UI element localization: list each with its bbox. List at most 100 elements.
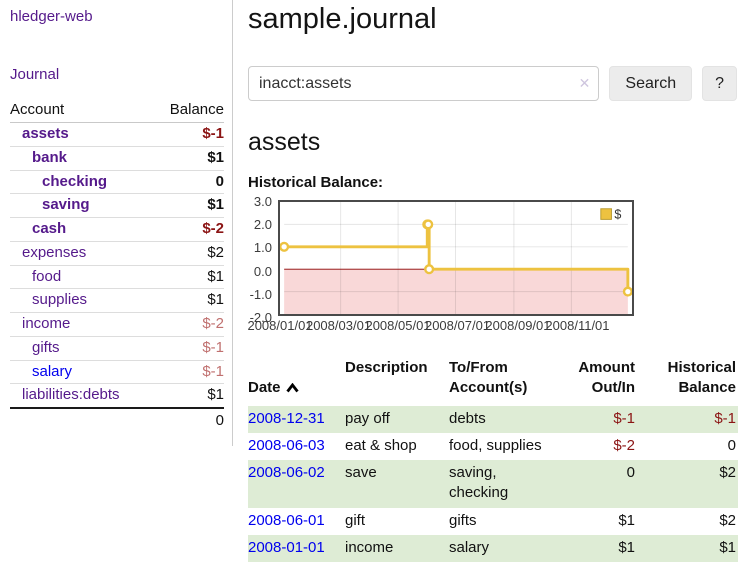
account-balance: $-1 [153, 360, 224, 385]
data-point-marker [280, 241, 290, 252]
account-balance: $-1 [153, 122, 224, 147]
transaction-date-link[interactable]: 2008-01-01 [248, 538, 325, 556]
x-tick-label: 2008/03/01 [305, 318, 372, 333]
account-link[interactable]: gifts [32, 338, 60, 356]
accounts-total-row: 0 [10, 407, 224, 432]
account-balance: $2 [153, 241, 224, 266]
account-link[interactable]: saving [42, 196, 90, 214]
account-link[interactable]: expenses [22, 243, 87, 261]
y-tick-label: -2.0 [249, 310, 272, 325]
brand-link[interactable]: hledger-web [10, 8, 93, 25]
legend-swatch [600, 208, 612, 220]
transaction-row: 2008-06-03 eat & shop food, supplies $-2 0 [248, 433, 738, 460]
transaction-accounts: food, supplies [449, 436, 542, 454]
account-balance: 0 [153, 170, 224, 195]
sidebar-item-journal[interactable]: Journal [10, 66, 60, 83]
accounts-header-balance: Balance [153, 99, 224, 123]
account-balance: $-2 [153, 312, 224, 337]
clear-search-icon[interactable]: ✕ [578, 75, 591, 91]
chart-area: 3.0 2.0 1.0 0.0 -1.0 -2.0 $ [248, 195, 737, 324]
transaction-amount: 0 [626, 464, 635, 481]
x-tick-label: 2008/07/01 [424, 318, 491, 333]
account-link[interactable]: bank [32, 148, 68, 166]
y-tick-label: 3.0 [253, 194, 272, 209]
y-tick-label: 0.0 [253, 263, 272, 279]
account-row: salary $-1 [10, 360, 224, 385]
y-tick-label: -1.0 [249, 286, 272, 302]
data-point-marker [622, 286, 632, 297]
sort-ascending-icon [285, 382, 299, 393]
transaction-date-link[interactable]: 2008-06-01 [248, 511, 325, 529]
account-balance: $1 [153, 383, 224, 409]
data-point-marker [424, 264, 435, 275]
account-link[interactable]: liabilities:debts [22, 386, 120, 404]
transaction-description: income [345, 538, 394, 556]
transaction-row: 2008-01-01 income salary $1 $1 [248, 534, 738, 562]
transaction-date: 2008-12-31 [248, 406, 345, 433]
transaction-row: 2008-12-31 pay off debts $-1 $-1 [248, 405, 738, 433]
help-button[interactable]: ? [702, 66, 737, 101]
chart-title: Historical Balance: [248, 174, 384, 191]
account-row: expenses $2 [10, 241, 224, 266]
transaction-amount: $1 [618, 511, 635, 529]
account-row: gifts $-1 [10, 336, 224, 361]
account-row: bank $1 [10, 146, 224, 171]
x-tick-label: 2008/11/01 [545, 318, 610, 333]
chart-x-axis: 2008/01/01 2008/03/01 2008/05/01 2008/07/01… [247, 318, 638, 335]
transaction-row: 2008-06-02 save saving, checking 0 $2 [248, 460, 738, 508]
transaction-date: 2008-01-01 [248, 535, 345, 562]
transaction-date: 2008-06-02 [248, 460, 345, 508]
spacer [10, 407, 154, 432]
account-link[interactable]: income [22, 315, 71, 332]
transaction-balance: $2 [719, 464, 736, 481]
account-row: food $1 [10, 265, 224, 290]
transaction-date-link[interactable]: 2008-12-31 [248, 409, 325, 427]
search-field-wrap: ✕ [248, 66, 600, 101]
account-link[interactable]: assets [22, 125, 69, 142]
transaction-accounts: debts [449, 409, 486, 427]
account-link[interactable]: checking [42, 172, 108, 190]
column-header-date[interactable]: Date [248, 356, 345, 406]
legend-label: $ [614, 207, 621, 221]
account-link[interactable]: cash [32, 220, 67, 237]
x-tick-label: 2008/05/01 [365, 318, 431, 333]
transaction-date-link[interactable]: 2008-06-02 [248, 464, 325, 481]
transaction-accounts: gifts [449, 511, 477, 529]
transaction-date-link[interactable]: 2008-06-03 [248, 436, 325, 454]
transaction-row: 2008-06-01 gift gifts $1 $2 [248, 508, 738, 535]
transaction-balance: 0 [727, 436, 736, 454]
transaction-balance: $-1 [714, 409, 736, 427]
transaction-amount: $-1 [613, 409, 635, 427]
account-link[interactable]: food [32, 267, 62, 285]
accounts-table: Account Balance assets $-1 bank $1 checking 0… [10, 99, 224, 432]
data-point-marker [423, 219, 434, 230]
search-button[interactable]: Search [609, 66, 693, 101]
account-row: liabilities:debts $1 [10, 383, 224, 409]
account-heading: assets [248, 128, 321, 156]
chart-y-axis: 3.0 2.0 1.0 0.0 -1.0 -2.0 [248, 195, 278, 324]
search-input[interactable] [248, 66, 600, 101]
transaction-accounts: saving, checking [449, 464, 509, 502]
accounts-header-account: Account [10, 99, 154, 123]
transaction-description: save [345, 464, 377, 481]
account-balance: $1 [153, 146, 224, 171]
account-link[interactable]: supplies [32, 291, 88, 309]
transaction-balance: $1 [719, 538, 736, 556]
main-panel: sample.journal ✕ Search ? assets Histori… [233, 0, 742, 580]
account-balance: $1 [153, 288, 224, 313]
y-tick-label: 1.0 [253, 240, 272, 256]
transaction-accounts: salary [449, 538, 490, 556]
search-bar: ✕ Search ? [248, 66, 737, 101]
accounts-total-balance: 0 [153, 407, 224, 432]
account-link[interactable]: salary [32, 362, 73, 380]
transaction-balance: $2 [719, 511, 736, 529]
transaction-description: eat & shop [345, 436, 417, 454]
transaction-amount: $1 [618, 538, 635, 556]
account-row: checking 0 [10, 170, 224, 195]
account-balance: $1 [153, 265, 224, 290]
transactions-table: Date Description To/From Account(s) Amou… [248, 356, 738, 562]
account-balance: $-2 [153, 217, 224, 242]
negative-region [284, 269, 628, 314]
account-row: saving $1 [10, 193, 224, 218]
